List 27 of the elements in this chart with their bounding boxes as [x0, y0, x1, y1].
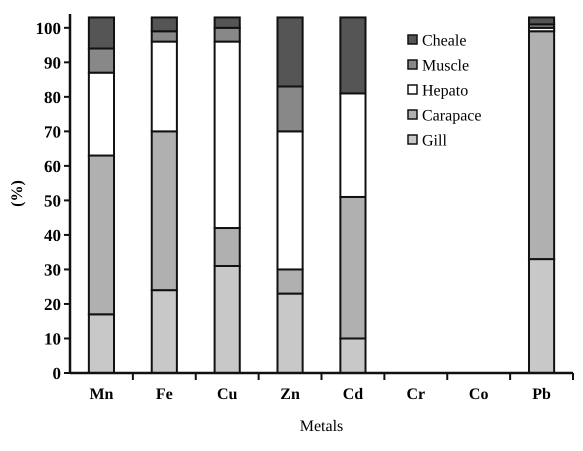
x-tick-label: Zn: [280, 386, 300, 403]
y-tick-label: 40: [44, 226, 61, 245]
legend-label: Muscle: [422, 58, 470, 75]
y-tick-label: 10: [44, 329, 61, 348]
x-tick-label: Co: [468, 386, 488, 403]
legend-label: Gill: [422, 132, 448, 150]
y-axis-title: (%): [9, 180, 26, 207]
x-tick-label: Fe: [156, 386, 173, 403]
y-tick-label: 100: [36, 18, 61, 38]
legend-label: Carapace: [422, 108, 482, 125]
bar: [528, 16, 556, 26]
x-tick-label: Cr: [406, 386, 426, 403]
x-axis-title: Metals: [300, 418, 344, 435]
x-tick-label: Mn: [89, 386, 114, 403]
y-tick-label: 80: [44, 88, 61, 107]
y-tick-label: 0: [52, 364, 61, 383]
y-tick-label: 70: [44, 122, 61, 142]
y-tick-label: 60: [44, 156, 61, 176]
legend-label: Hepato: [422, 82, 468, 100]
x-tick-label: Cu: [216, 386, 238, 403]
y-tick-label: 50: [44, 191, 61, 210]
x-tick-label: Pb: [532, 386, 551, 403]
y-tick-label: 20: [44, 294, 61, 314]
x-tick-label: Cd: [342, 386, 364, 403]
y-tick-label: 30: [44, 260, 61, 280]
legend-label: Cheale: [422, 32, 466, 50]
y-tick-label: 90: [44, 53, 61, 72]
